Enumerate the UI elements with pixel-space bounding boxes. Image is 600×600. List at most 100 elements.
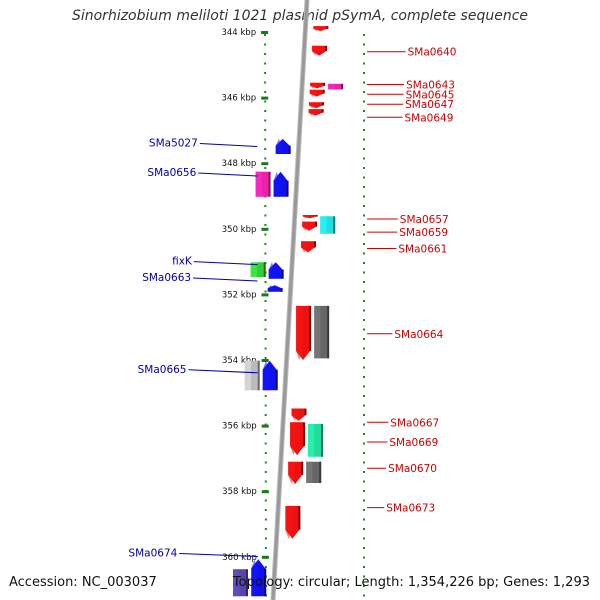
label-leader-line [199, 143, 258, 147]
gene-feature[interactable] [291, 408, 307, 421]
right-guide-dot [363, 252, 365, 255]
gene-label-forward[interactable]: SMa0670 [388, 463, 437, 475]
right-guide-dot [363, 43, 365, 46]
right-guide-dot [363, 129, 365, 131]
gene-label-forward[interactable]: SMa0640 [408, 47, 457, 59]
left-guide-dot [264, 100, 267, 103]
gene-feature[interactable] [309, 102, 325, 109]
right-guide-dot [363, 328, 365, 331]
right-guide-dot [363, 376, 365, 378]
right-guide-dot [363, 138, 365, 141]
gene-feature[interactable] [268, 262, 284, 279]
gene-label-reverse[interactable]: SMa0663 [142, 272, 191, 284]
gene-feature[interactable] [285, 505, 301, 539]
left-guide-dot [264, 53, 267, 55]
kbp-tick-mark [261, 555, 269, 559]
gene-feature[interactable] [262, 360, 278, 391]
gene-feature[interactable] [308, 109, 324, 116]
gene-feature[interactable] [314, 305, 330, 359]
left-guide-dot [264, 34, 267, 36]
gene-label-forward[interactable]: SMa0643 [406, 80, 455, 92]
gene-feature[interactable] [302, 221, 318, 231]
left-guide-dot [264, 433, 267, 435]
gene-label-reverse[interactable]: SMa0665 [138, 364, 187, 376]
gene-label-forward[interactable]: SMa0673 [386, 503, 435, 515]
left-guide-dot [264, 518, 267, 521]
gene-feature[interactable] [328, 83, 344, 90]
gene-label-reverse[interactable]: fixK [172, 256, 193, 268]
right-guide-dot [363, 357, 365, 359]
right-guide-dot [363, 594, 365, 597]
right-guide-dot [363, 167, 365, 169]
right-guide-dot [363, 62, 365, 65]
gene-label-forward[interactable]: SMa0657 [400, 214, 449, 226]
gene-feature[interactable] [251, 559, 267, 597]
right-guide-dot [363, 423, 365, 426]
right-guide-dot [363, 319, 365, 321]
kbp-tick-label: 360 kbp [222, 553, 257, 563]
right-guide-dot [363, 243, 365, 245]
left-guide-dot [264, 233, 267, 236]
right-guide-dot [363, 281, 365, 283]
kbp-tick-label: 354 kbp [222, 356, 257, 366]
left-guide-dot [264, 499, 267, 502]
kbp-tick-mark [261, 424, 269, 428]
gene-feature[interactable] [301, 241, 317, 253]
gene-label-forward[interactable]: SMa0667 [390, 417, 439, 429]
gene-feature[interactable] [273, 171, 289, 197]
left-guide-dot [264, 81, 267, 84]
right-guide-dot [363, 509, 365, 511]
gene-label-forward[interactable]: SMa0647 [405, 99, 454, 111]
gene-feature[interactable] [312, 45, 328, 56]
kbp-tick-mark [261, 359, 269, 362]
gene-feature[interactable] [244, 360, 260, 391]
gene-feature[interactable] [290, 422, 306, 456]
left-guide-dot [264, 328, 267, 331]
left-guide-dot [264, 480, 267, 483]
gene-feature[interactable] [313, 26, 329, 31]
left-guide-dot [264, 62, 267, 65]
gene-feature[interactable] [275, 138, 291, 155]
gene-label-forward[interactable]: SMa0645 [406, 89, 455, 101]
left-guide-dot [264, 129, 267, 131]
gene-label-reverse[interactable]: SMa0674 [128, 548, 177, 560]
kbp-tick-mark [261, 293, 269, 297]
left-guide-dot [264, 205, 267, 207]
left-guide-dot [264, 338, 267, 340]
kbp-tick-label: 358 kbp [222, 487, 257, 497]
gene-feature[interactable] [296, 305, 312, 360]
right-guide-dot [363, 366, 365, 369]
gene-feature[interactable] [302, 215, 318, 219]
right-guide-dot [363, 110, 365, 112]
sequence-backbone [270, 0, 310, 600]
gene-feature[interactable] [255, 171, 271, 197]
gene-feature[interactable] [267, 285, 283, 292]
right-guide-dot [363, 575, 365, 578]
gene-label-forward[interactable]: SMa0669 [389, 437, 438, 449]
label-leader-line [198, 172, 258, 177]
gene-feature[interactable] [288, 461, 304, 484]
gene-feature[interactable] [306, 461, 322, 483]
right-guide-dot [363, 442, 365, 445]
gene-label-reverse[interactable]: SMa0656 [147, 167, 196, 179]
left-guide-dot [264, 281, 267, 283]
left-guide-dot [264, 395, 267, 397]
gene-label-forward[interactable]: SMa0664 [394, 329, 443, 341]
gene-label-forward[interactable]: SMa0661 [398, 244, 447, 256]
gene-feature[interactable] [233, 569, 248, 597]
gene-feature[interactable] [310, 82, 326, 89]
gene-label-forward[interactable]: SMa0659 [399, 227, 448, 239]
kbp-tick-label: 344 kbp [221, 28, 256, 38]
right-guide-dot [363, 72, 365, 74]
kbp-tick-label: 350 kbp [222, 225, 257, 235]
right-guide-dot [363, 385, 365, 388]
gene-feature[interactable] [250, 262, 266, 278]
right-guide-dot [363, 433, 365, 435]
gene-label-reverse[interactable]: SMa5027 [149, 138, 198, 150]
gene-feature[interactable] [308, 423, 324, 457]
gene-label-forward[interactable]: SMa0649 [405, 112, 454, 124]
gene-feature[interactable] [309, 89, 325, 97]
gene-feature[interactable] [320, 216, 336, 234]
